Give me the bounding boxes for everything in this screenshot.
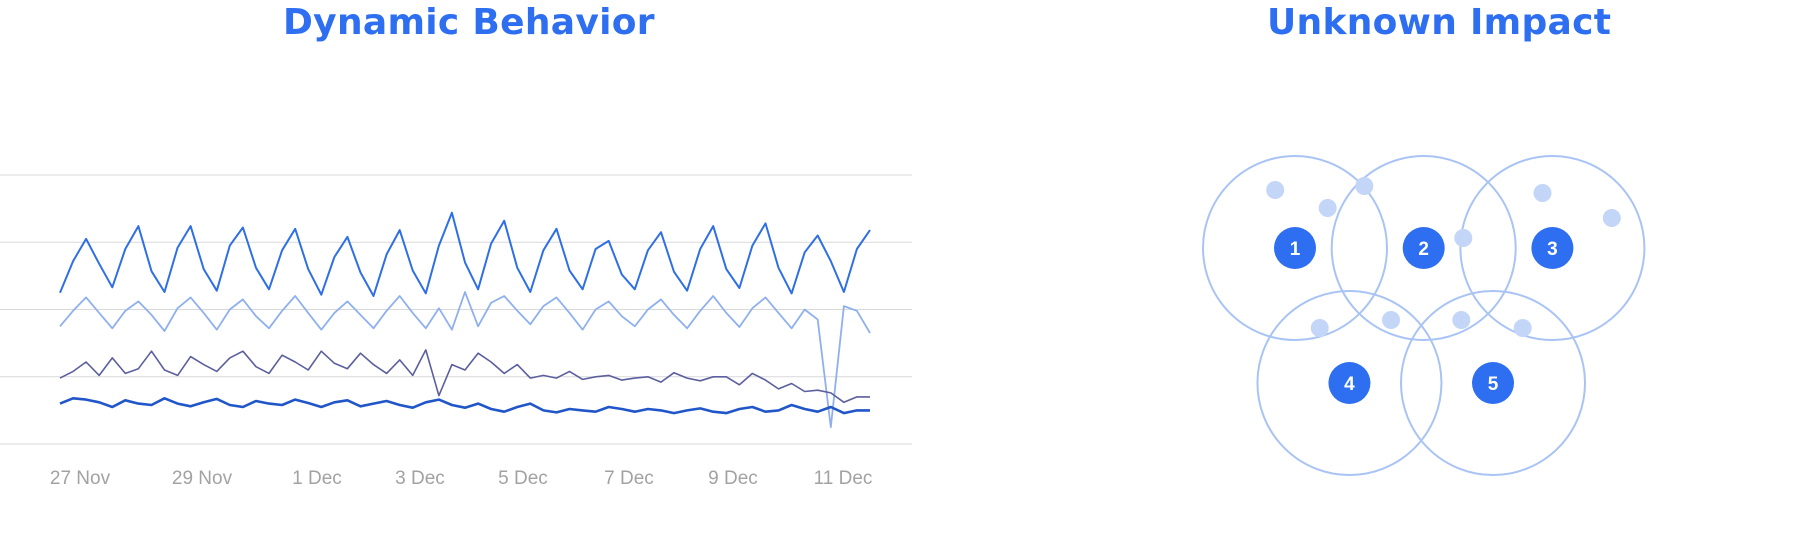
venn-circle-3 <box>1459 155 1646 341</box>
series-line-3 <box>59 349 870 404</box>
x-tick-label: 3 Dec <box>395 468 445 489</box>
chart-title-unknown-impact: Unknown Impact <box>1267 2 1612 43</box>
venn-circle-4 <box>1256 290 1443 476</box>
x-tick-label: 1 Dec <box>292 468 342 489</box>
series-line-2 <box>59 291 871 429</box>
venn-dot <box>1602 209 1621 227</box>
venn-badge-label: 2 <box>1418 239 1429 260</box>
line-chart: 27 Nov 29 Nov 1 Dec 3 Dec 5 Dec 7 Dec 9 Dec 11 … <box>0 174 912 489</box>
x-tick-label: 9 Dec <box>708 468 758 489</box>
venn-badge-label: 4 <box>1344 374 1355 395</box>
venn-dot <box>1266 181 1285 199</box>
venn-diagram: 1 2 3 4 5 <box>1202 155 1646 476</box>
venn-badge-label: 3 <box>1547 239 1558 260</box>
venn-dot <box>1454 229 1473 247</box>
series-line-4 <box>59 397 870 415</box>
venn-circle-1 <box>1202 155 1388 341</box>
venn-dot <box>1513 319 1532 337</box>
venn-dot <box>1533 184 1552 202</box>
venn-badge-1 <box>1274 227 1316 269</box>
venn-badge-3 <box>1531 227 1574 269</box>
venn-dot <box>1382 311 1401 329</box>
x-tick-label: 27 Nov <box>50 468 111 489</box>
x-tick-label: 5 Dec <box>498 468 548 489</box>
x-tick-label: 29 Nov <box>172 468 233 489</box>
x-tick-label: 11 Dec <box>814 468 873 489</box>
chart-title-dynamic-behavior: Dynamic Behavior <box>283 2 655 43</box>
venn-badge-5 <box>1472 362 1514 404</box>
venn-circle-2 <box>1330 155 1517 341</box>
x-tick-label: 7 Dec <box>604 468 654 489</box>
venn-circle-5 <box>1400 290 1586 476</box>
venn-badge-label: 1 <box>1290 239 1301 260</box>
venn-dot <box>1310 319 1329 337</box>
x-axis-ticks: 27 Nov 29 Nov 1 Dec 3 Dec 5 Dec 7 Dec 9 Dec 11 … <box>50 468 873 489</box>
venn-dot <box>1452 311 1471 329</box>
series-line-1 <box>59 211 871 297</box>
venn-badge-4 <box>1328 362 1371 404</box>
venn-dot <box>1355 177 1374 195</box>
venn-dot <box>1318 199 1337 217</box>
venn-badge-label: 5 <box>1488 374 1499 395</box>
series-lines <box>59 211 871 429</box>
grid-lines <box>0 174 912 445</box>
venn-badge-2 <box>1402 227 1445 269</box>
